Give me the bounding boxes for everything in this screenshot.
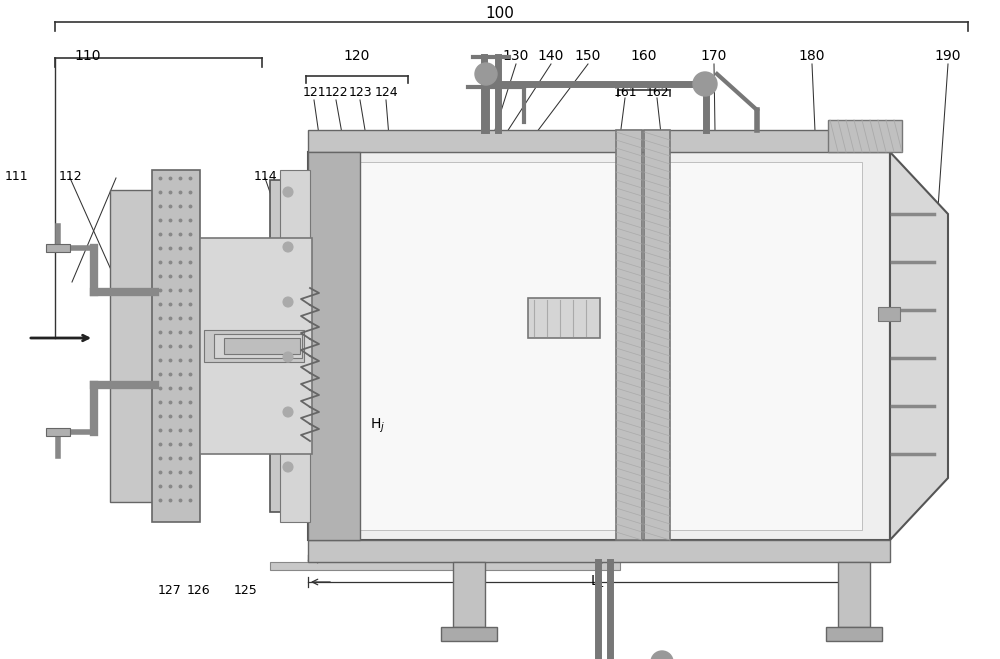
Text: 114: 114 — [253, 169, 277, 183]
Bar — [308, 152, 360, 540]
Bar — [200, 238, 312, 454]
Text: 150: 150 — [575, 49, 601, 63]
Bar — [280, 170, 310, 522]
Text: 100: 100 — [486, 7, 514, 22]
Bar — [360, 162, 862, 530]
Bar — [224, 338, 300, 354]
Bar — [152, 170, 200, 522]
Text: 160: 160 — [631, 49, 657, 63]
Bar — [644, 130, 670, 540]
Text: 113: 113 — [160, 169, 184, 183]
Text: 126: 126 — [186, 583, 210, 596]
Text: 130: 130 — [503, 49, 529, 63]
Text: 170: 170 — [701, 49, 727, 63]
Bar — [826, 627, 882, 641]
Circle shape — [693, 72, 717, 96]
Text: 110: 110 — [75, 49, 101, 63]
Text: 190: 190 — [935, 49, 961, 63]
Text: V$_1$: V$_1$ — [895, 276, 912, 292]
Bar — [441, 627, 497, 641]
Circle shape — [283, 242, 293, 252]
Bar — [308, 152, 890, 540]
Text: 125: 125 — [234, 583, 258, 596]
Text: 123: 123 — [348, 86, 372, 98]
Circle shape — [283, 352, 293, 362]
Bar — [828, 120, 902, 152]
Text: 180: 180 — [799, 49, 825, 63]
Bar — [878, 307, 900, 321]
Circle shape — [475, 63, 497, 85]
Bar — [270, 562, 620, 570]
Text: H$_j$: H$_j$ — [370, 417, 385, 435]
Text: 122: 122 — [324, 86, 348, 98]
Circle shape — [651, 651, 673, 659]
Text: 124: 124 — [374, 86, 398, 98]
Circle shape — [283, 297, 293, 307]
Bar — [204, 330, 304, 362]
Bar — [308, 130, 890, 152]
Text: 111: 111 — [4, 169, 28, 183]
Bar — [46, 428, 70, 436]
Circle shape — [283, 462, 293, 472]
Text: 121: 121 — [302, 86, 326, 98]
Bar — [46, 244, 70, 252]
Text: 120: 120 — [344, 49, 370, 63]
Circle shape — [283, 407, 293, 417]
Bar — [838, 562, 870, 627]
Text: L$_1$: L$_1$ — [590, 574, 606, 590]
Bar — [616, 130, 642, 540]
Text: 162: 162 — [645, 86, 669, 98]
Text: 112: 112 — [58, 169, 82, 183]
Bar — [214, 334, 302, 358]
Text: L$_2$: L$_2$ — [460, 550, 476, 566]
Bar — [270, 180, 310, 512]
Bar — [308, 540, 890, 562]
Text: 127: 127 — [158, 583, 182, 596]
Polygon shape — [890, 152, 948, 540]
Bar — [453, 562, 485, 627]
Bar — [110, 190, 154, 502]
Circle shape — [283, 187, 293, 197]
Bar — [528, 298, 600, 338]
Text: 161: 161 — [613, 86, 637, 98]
Text: 140: 140 — [538, 49, 564, 63]
